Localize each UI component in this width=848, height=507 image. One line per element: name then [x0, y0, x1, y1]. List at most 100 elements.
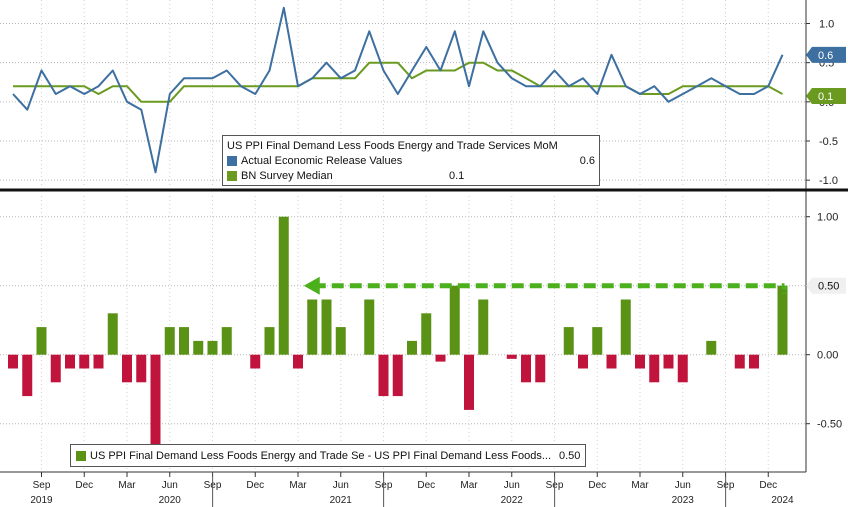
bar [777, 285, 788, 355]
bar [635, 354, 645, 369]
top-legend-title: US PPI Final Demand Less Foods Energy an… [227, 138, 595, 153]
legend-swatch-survey [227, 170, 237, 181]
bar [506, 354, 517, 359]
bar [663, 354, 674, 369]
arrow [303, 276, 787, 295]
bar [421, 313, 432, 355]
badge-diff-shape [806, 277, 846, 294]
bar [278, 216, 289, 355]
legend-item-diff: US PPI Final Demand Less Foods Energy an… [76, 448, 580, 463]
bar [464, 354, 474, 410]
bar [706, 340, 717, 355]
arrow-head [303, 276, 320, 295]
bar [521, 354, 531, 383]
bottom-y-tick-label: 1.00 [817, 212, 838, 224]
bar [122, 354, 132, 383]
x-tick-label: Mar [289, 480, 307, 491]
bar [321, 299, 332, 355]
x-tick-label: Jun [333, 480, 349, 491]
bar [378, 354, 389, 397]
bar [65, 354, 75, 369]
bottom-y-tick-label: 0.00 [817, 350, 838, 362]
x-tick-label: Dec [417, 480, 435, 491]
badge-actual-text: 0.6 [818, 50, 833, 62]
x-year-label: 2024 [771, 495, 794, 506]
bar [407, 340, 417, 355]
badge-actual: 0.6 [806, 46, 846, 63]
bar [449, 285, 460, 355]
bar [207, 340, 218, 355]
bar [93, 354, 104, 369]
x-tick-label: Jun [675, 480, 691, 491]
bar [79, 354, 90, 369]
x-year-label: 2019 [30, 495, 53, 506]
bar [307, 299, 318, 355]
top-y-tick-label: -0.5 [819, 136, 838, 148]
badge-actual-shape [806, 46, 846, 63]
top-y-tick-label: 1.0 [819, 19, 834, 31]
x-tick-label: Dec [75, 480, 93, 491]
legend-swatch-diff [76, 450, 86, 461]
bar [221, 327, 232, 355]
x-tick-label: Dec [759, 480, 777, 491]
legend-label-survey: BN Survey Median [241, 169, 333, 182]
x-tick-label: Sep [33, 480, 51, 491]
bar [8, 354, 18, 369]
bar [150, 354, 161, 459]
bar [107, 313, 118, 355]
x-tick-label: Jun [504, 480, 520, 491]
legend-label-diff: US PPI Final Demand Less Foods Energy an… [90, 449, 551, 462]
x-year-label: 2022 [501, 495, 524, 506]
legend-item-survey: BN Survey Median 0.1 [227, 168, 595, 183]
bar [193, 340, 204, 355]
bottom-y-tick-label: -0.50 [817, 419, 842, 431]
x-tick-label: Mar [631, 480, 649, 491]
bar [734, 354, 745, 369]
bar [578, 354, 588, 369]
top-legend-title-text: US PPI Final Demand Less Foods Energy an… [227, 139, 558, 152]
bottom-legend: US PPI Final Demand Less Foods Energy an… [70, 444, 587, 467]
series-line [13, 61, 783, 103]
badge-survey-shape [806, 88, 846, 104]
bar [36, 327, 47, 355]
series-line [12, 6, 784, 174]
bar [136, 354, 147, 383]
bar [620, 299, 631, 355]
legend-value-actual: 0.6 [579, 154, 595, 167]
x-axis: Sep Dec Mar Jun Sep Dec Mar Jun Sep Dec Mar Jun Sep D… [30, 472, 794, 507]
bar [435, 354, 446, 362]
bar [649, 354, 660, 383]
badge-diff: 0.50 [806, 277, 846, 294]
x-tick-label: Mar [460, 480, 478, 491]
badge-diff-text: 0.50 [818, 281, 839, 293]
bar [563, 327, 574, 355]
x-year-label: 2023 [672, 495, 695, 506]
bar [264, 327, 275, 355]
badge-survey: 0.1 [806, 88, 846, 104]
x-tick-label: Dec [588, 480, 606, 491]
x-tick-label: Jun [162, 480, 178, 491]
bar [250, 354, 261, 369]
badge-survey-text: 0.1 [818, 91, 833, 103]
bar [592, 327, 603, 355]
top-legend: US PPI Final Demand Less Foods Energy an… [222, 135, 600, 186]
bar [164, 327, 175, 355]
bar [749, 354, 759, 369]
bar [50, 354, 61, 383]
bar [677, 354, 688, 383]
lines [12, 6, 784, 174]
bottom-grid [0, 196, 806, 472]
bars [8, 216, 788, 459]
bar [293, 354, 303, 369]
x-tick-label: Dec [246, 480, 264, 491]
legend-value-diff: 0.50 [559, 449, 581, 462]
x-year-label: 2020 [159, 495, 182, 506]
bar [179, 327, 189, 355]
bar [364, 299, 375, 355]
legend-swatch-actual [227, 155, 237, 166]
x-tick-label: Mar [118, 480, 136, 491]
legend-label-actual: Actual Economic Release Values [241, 154, 403, 167]
legend-item-actual: Actual Economic Release Values 0.6 [227, 153, 595, 168]
top-y-tick-label: -1.0 [819, 175, 838, 187]
bar [22, 354, 33, 397]
